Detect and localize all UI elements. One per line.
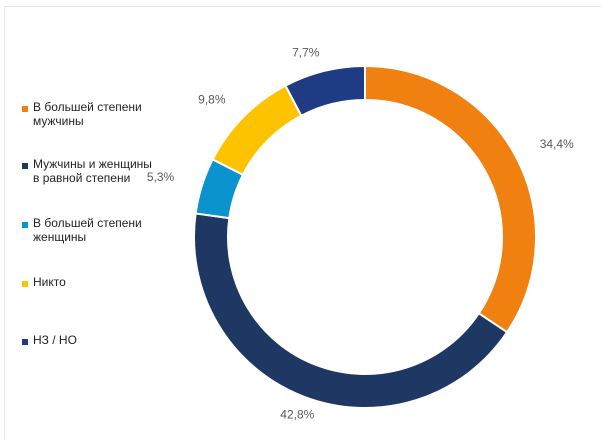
legend-label: В большей степени мужчины (33, 100, 142, 128)
legend-item-nobody: Никто (22, 275, 183, 289)
donut-slice (284, 64, 366, 118)
slice-data-label: 42,8% (280, 408, 314, 422)
legend-label: НЗ / НО (33, 333, 77, 347)
chart-legend: В большей степени мужчины Мужчины и женщ… (22, 0, 182, 443)
legend-label: Никто (33, 275, 66, 289)
legend-label: Мужчины и женщины в равной степени (33, 157, 152, 185)
slice-data-label: 9,8% (198, 92, 226, 106)
legend-swatch (22, 281, 28, 287)
legend-item-more-women: В большей степени женщины (22, 216, 183, 244)
slice-data-label: 7,7% (292, 46, 320, 60)
legend-swatch (22, 339, 28, 345)
chart-frame (4, 6, 601, 440)
donut-slice (193, 212, 509, 409)
donut-slice (211, 84, 303, 177)
slice-data-label: 34,4% (540, 137, 574, 151)
legend-label: В большей степени женщины (33, 216, 142, 244)
slice-data-label: 5,3% (147, 170, 175, 184)
legend-item-more-men: В большей степени мужчины (22, 100, 183, 128)
legend-item-dk-na: НЗ / НО (22, 333, 183, 347)
legend-swatch (22, 163, 28, 169)
legend-item-equal: Мужчины и женщины в равной степени (22, 157, 183, 185)
legend-swatch (22, 106, 28, 112)
donut-slice (364, 64, 537, 334)
legend-swatch (22, 222, 28, 228)
